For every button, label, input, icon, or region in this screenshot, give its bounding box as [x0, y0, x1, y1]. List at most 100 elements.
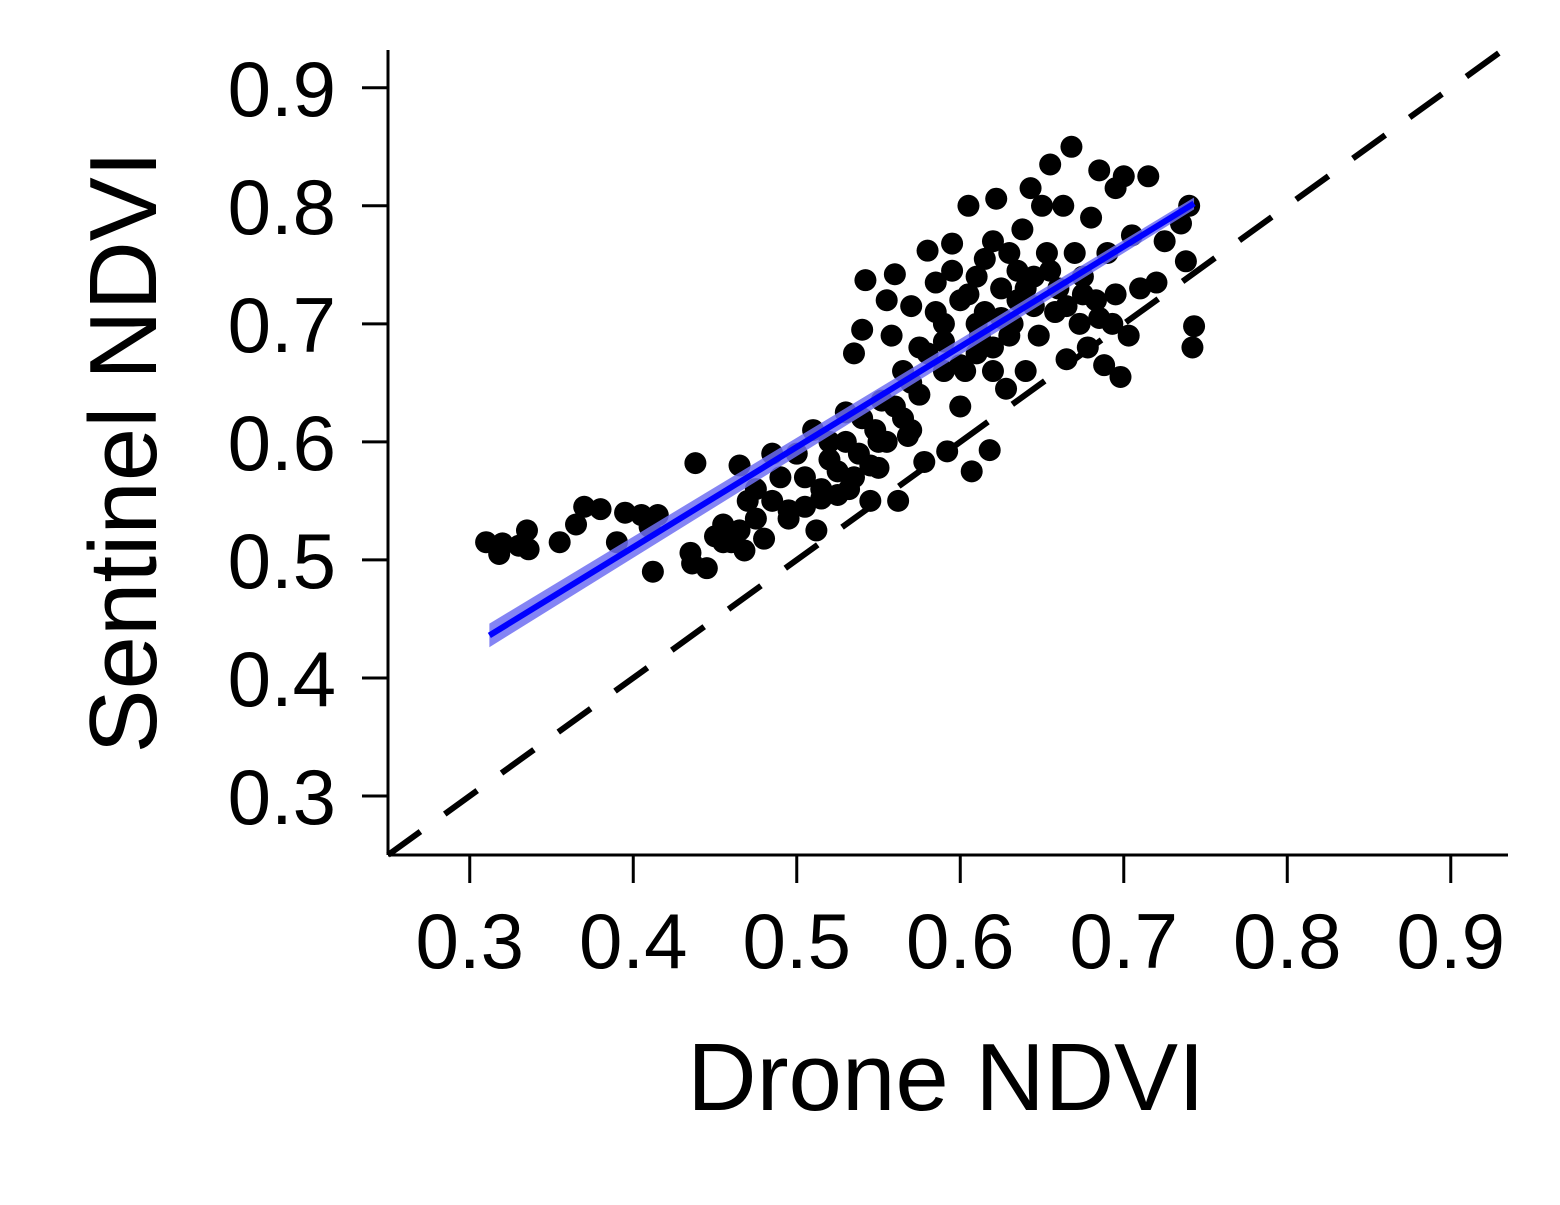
data-point	[589, 498, 612, 521]
data-point	[805, 519, 828, 542]
data-point	[990, 277, 1013, 300]
x-tick-label: 0.4	[579, 897, 687, 985]
data-point	[695, 557, 718, 580]
data-point	[981, 360, 1004, 383]
data-point	[491, 532, 514, 555]
y-tick-label: 0.7	[228, 281, 336, 369]
data-point	[573, 495, 596, 518]
data-point	[728, 519, 751, 542]
data-point	[684, 452, 707, 475]
data-point	[1055, 348, 1078, 371]
data-point	[810, 478, 833, 501]
data-point	[1080, 206, 1103, 229]
data-point	[981, 230, 1004, 253]
data-point	[1006, 259, 1029, 282]
data-point	[957, 194, 980, 217]
y-tick-label: 0.5	[228, 517, 336, 605]
data-point	[1183, 315, 1206, 338]
data-point	[1112, 165, 1135, 188]
regression-line	[487, 200, 1196, 639]
data-point	[1109, 365, 1132, 388]
data-point	[998, 242, 1021, 265]
y-tick-label: 0.4	[228, 635, 336, 723]
data-point	[949, 354, 972, 377]
data-point	[973, 247, 996, 270]
data-point	[941, 259, 964, 282]
data-point	[515, 519, 538, 542]
data-point	[1063, 242, 1086, 265]
data-point	[733, 539, 756, 562]
data-point	[744, 507, 767, 530]
data-point	[883, 263, 906, 286]
reference-line-layer	[386, 44, 1510, 858]
data-point	[1014, 277, 1037, 300]
x-tick-label: 0.3	[416, 897, 524, 985]
data-point	[1027, 324, 1050, 347]
data-point	[517, 538, 540, 561]
data-point	[924, 271, 947, 294]
data-point	[1052, 194, 1075, 217]
data-point	[851, 318, 874, 341]
data-point	[957, 283, 980, 306]
data-point	[641, 560, 664, 583]
data-point	[1071, 283, 1094, 306]
data-point	[614, 501, 637, 524]
x-ticks: 0.3 0.4 0.5 0.6 0.7 0.8 0.9	[416, 855, 1505, 985]
points-layer	[475, 135, 1206, 583]
y-tick-label: 0.6	[228, 399, 336, 487]
axes-layer	[386, 50, 1508, 857]
data-point	[1088, 306, 1111, 329]
data-point	[998, 324, 1021, 347]
data-point	[887, 489, 910, 512]
data-point	[916, 239, 939, 262]
data-point	[854, 269, 877, 292]
data-point	[913, 450, 936, 473]
data-point	[753, 527, 776, 550]
data-point	[883, 395, 906, 418]
data-point	[949, 395, 972, 418]
data-point	[1093, 354, 1116, 377]
data-point	[978, 439, 1001, 462]
data-point	[548, 531, 571, 554]
data-point	[1031, 194, 1054, 217]
data-point	[1060, 135, 1083, 158]
data-point	[1039, 153, 1062, 176]
data-point	[818, 448, 841, 471]
y-tick-label: 0.3	[228, 753, 336, 841]
data-point	[1088, 159, 1111, 182]
data-point	[712, 531, 735, 554]
data-point	[995, 377, 1018, 400]
data-point	[1019, 177, 1042, 200]
data-point	[1153, 230, 1176, 253]
data-point	[834, 430, 857, 453]
data-point	[1174, 250, 1197, 273]
data-point	[1039, 259, 1062, 282]
data-point	[960, 460, 983, 483]
data-point	[769, 466, 792, 489]
data-point	[842, 466, 865, 489]
data-point	[900, 419, 923, 442]
x-tick-label: 0.7	[1070, 897, 1178, 985]
data-point	[1011, 218, 1034, 241]
data-point	[859, 454, 882, 477]
fit-line-layer	[487, 197, 1196, 648]
x-tick-label: 0.5	[743, 897, 851, 985]
data-point	[1055, 295, 1078, 318]
data-point	[1137, 165, 1160, 188]
data-point	[1035, 242, 1058, 265]
data-point	[936, 440, 959, 463]
y-tick-label: 0.9	[228, 45, 336, 133]
data-point	[565, 513, 588, 536]
data-point	[941, 232, 964, 255]
y-axis-label: Sentinel NDVI	[70, 151, 177, 754]
data-point	[1104, 283, 1127, 306]
data-point	[793, 495, 816, 518]
data-point	[761, 489, 784, 512]
data-point	[880, 324, 903, 347]
data-point	[859, 489, 882, 512]
x-tick-label: 0.9	[1397, 897, 1505, 985]
x-tick-label: 0.8	[1233, 897, 1341, 985]
data-point	[924, 301, 947, 324]
